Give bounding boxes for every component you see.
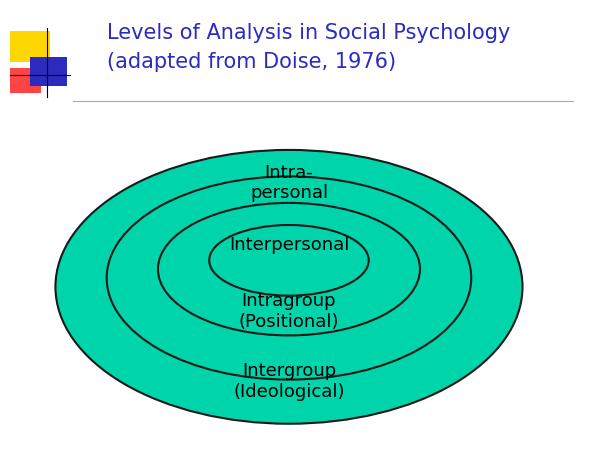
- Ellipse shape: [158, 203, 420, 335]
- Ellipse shape: [55, 150, 523, 424]
- Text: Intra-
personal: Intra- personal: [250, 164, 328, 202]
- FancyBboxPatch shape: [30, 57, 67, 86]
- Ellipse shape: [209, 225, 369, 296]
- Ellipse shape: [107, 176, 471, 380]
- Text: Intergroup
(Ideological): Intergroup (Ideological): [233, 362, 345, 401]
- Text: Interpersonal: Interpersonal: [229, 236, 349, 254]
- Text: (adapted from Doise, 1976): (adapted from Doise, 1976): [107, 52, 396, 72]
- Text: Levels of Analysis in Social Psychology: Levels of Analysis in Social Psychology: [107, 23, 510, 43]
- Text: Intragroup
(Positional): Intragroup (Positional): [239, 292, 339, 330]
- FancyBboxPatch shape: [10, 68, 41, 93]
- FancyBboxPatch shape: [10, 31, 50, 62]
